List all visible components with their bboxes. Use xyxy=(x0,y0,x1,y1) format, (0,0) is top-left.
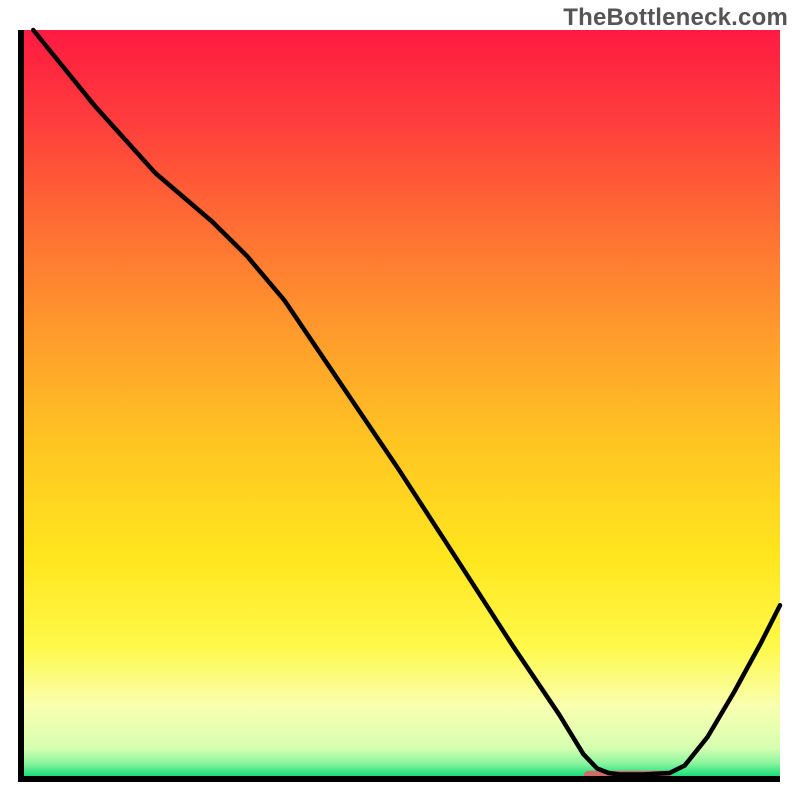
watermark-text: TheBottleneck.com xyxy=(563,4,788,32)
plot-background xyxy=(18,30,780,782)
bottleneck-gradient-chart xyxy=(0,0,800,800)
